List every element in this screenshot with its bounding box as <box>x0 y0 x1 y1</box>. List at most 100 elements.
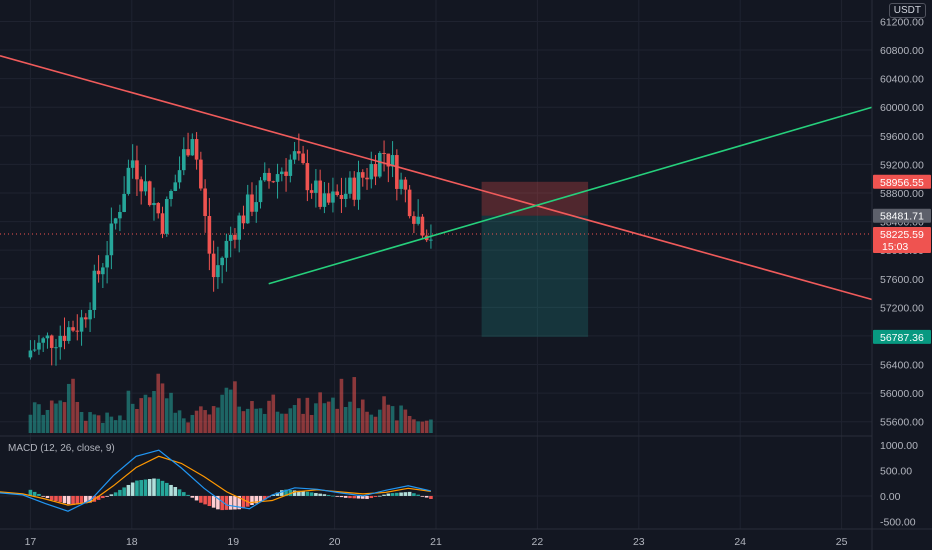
candle-body <box>292 151 297 160</box>
candle-body <box>139 179 143 192</box>
macd-histogram-bar <box>403 492 408 496</box>
candle-body <box>365 177 369 180</box>
macd-histogram-bar <box>37 493 41 496</box>
volume-bar <box>203 410 207 433</box>
time-tick-label: 23 <box>633 536 645 548</box>
volume-bar <box>369 414 374 433</box>
macd-histogram-bar <box>233 495 237 510</box>
candle-body <box>194 139 199 160</box>
macd-histogram-bar <box>297 490 301 496</box>
volume-bar <box>416 421 420 433</box>
macd-histogram-bar <box>220 495 224 511</box>
volume-bar <box>173 412 178 433</box>
volume-bar <box>143 394 148 433</box>
volume-bar <box>224 387 229 433</box>
candle-body <box>220 257 224 266</box>
macd-histogram-bar <box>326 494 331 496</box>
volume-bar <box>399 405 403 433</box>
candle-body <box>318 180 322 207</box>
candle-body <box>429 239 433 241</box>
volume-bar <box>318 392 322 433</box>
candle-body <box>71 327 75 331</box>
volume-bar <box>386 404 391 433</box>
time-axis[interactable]: 17 18 19 20 21 22 23 24 25 <box>25 536 848 548</box>
volume-bar <box>360 399 365 433</box>
candle-body <box>66 327 71 341</box>
price-tick-label: 59200.00 <box>880 159 924 171</box>
take-profit-zone[interactable] <box>481 215 589 337</box>
macd-histogram-bar <box>194 495 199 501</box>
stop-loss-zone[interactable] <box>481 181 589 216</box>
macd-histogram-bar <box>386 493 391 496</box>
volume-bar <box>254 408 259 433</box>
volume-bar <box>378 409 382 433</box>
macd-histogram-bar <box>335 495 339 497</box>
price-tag-box <box>873 227 931 254</box>
candle-body <box>390 155 395 167</box>
macd-axis[interactable]: -500.00 0.00 500.00 1000.00 <box>880 440 918 528</box>
macd-histogram-bar <box>101 495 105 499</box>
macd-histogram-bar <box>280 490 284 496</box>
volume-bar <box>348 401 352 433</box>
candle-body <box>84 317 88 320</box>
volume-bar <box>139 398 143 433</box>
volume-bar <box>292 405 297 433</box>
time-tick-label: 25 <box>836 536 848 548</box>
volume-bar <box>335 408 339 433</box>
candle-body <box>203 188 207 217</box>
volume-bar <box>314 403 318 433</box>
price-tag-value: 58481.71 <box>880 211 924 223</box>
macd-tick-label: 500.00 <box>880 466 912 478</box>
candle-body <box>58 335 63 348</box>
price-tag: 58956.55 <box>873 174 931 189</box>
macd-histogram-bar <box>360 495 365 499</box>
price-tag: 56787.36 <box>873 329 931 344</box>
volume-bar <box>79 411 84 433</box>
currency-badge[interactable]: USDT <box>888 3 926 18</box>
candle-body <box>105 255 109 268</box>
macd-histogram-bar <box>237 495 241 510</box>
macd-histogram-bar <box>113 492 118 496</box>
time-tick-label: 20 <box>329 536 341 548</box>
macd-histogram-bar <box>177 489 182 496</box>
volume-bar <box>37 404 41 433</box>
volume-bar <box>241 411 246 433</box>
price-tick-label: 57200.00 <box>880 302 924 314</box>
macd-histogram-bar <box>241 495 246 509</box>
volume-bar <box>71 378 75 433</box>
macd-histogram-bar <box>173 487 178 496</box>
candle-body <box>88 309 92 320</box>
macd-histogram-bar <box>84 495 88 504</box>
candle-body <box>412 216 416 224</box>
trendlines[interactable] <box>0 54 873 301</box>
candle-body <box>118 212 122 219</box>
candle-body <box>314 180 318 193</box>
candle-body <box>280 171 284 175</box>
volume-bar <box>156 373 161 433</box>
volume-bar <box>186 422 190 433</box>
volume-bar <box>280 413 284 433</box>
macd-histogram-bar <box>429 495 433 499</box>
macd-histogram-bar <box>105 495 109 497</box>
downtrend-line[interactable] <box>0 54 873 301</box>
volume-bar <box>339 378 344 433</box>
volume-bar <box>152 391 156 433</box>
macd-legend[interactable]: MACD (12, 26, close, 9) <box>8 443 115 454</box>
candle-body <box>32 349 37 351</box>
volume-bar <box>305 397 310 433</box>
candle-body <box>262 172 267 181</box>
volume-bar <box>395 420 399 433</box>
volume-bar <box>66 383 71 433</box>
volume-bar <box>237 406 241 433</box>
candle-body <box>420 216 425 236</box>
macd-histogram-bar <box>143 479 148 496</box>
uptrend-line[interactable] <box>268 106 873 285</box>
candle-body <box>41 338 46 343</box>
candle-body <box>177 170 182 183</box>
volume-bar <box>160 383 165 433</box>
candle-body <box>403 179 408 190</box>
candle-body <box>62 335 67 341</box>
macd-histogram-bar <box>352 495 357 499</box>
candle-body <box>37 342 41 350</box>
